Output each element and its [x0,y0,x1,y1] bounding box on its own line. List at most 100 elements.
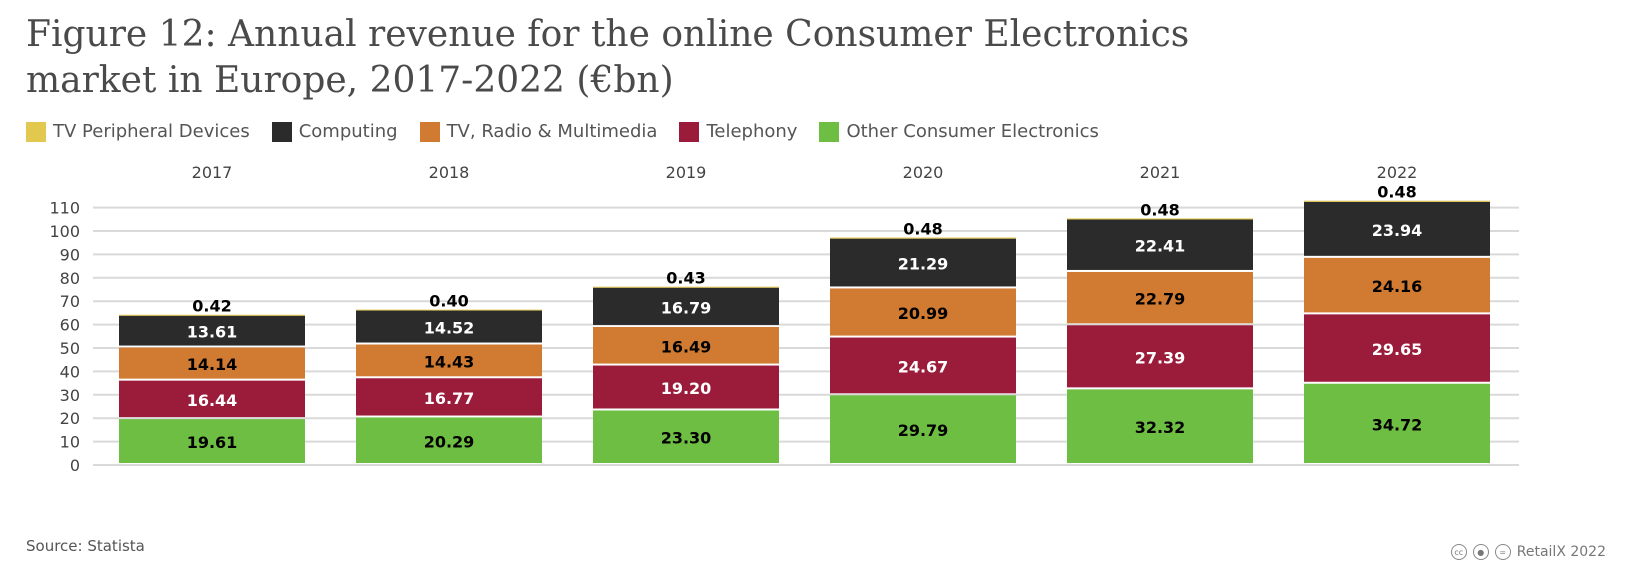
bar-segment [356,309,542,311]
attribution-icon: ● [1472,544,1489,560]
data-label: 16.49 [661,337,712,356]
category-label: 2020 [903,163,944,182]
data-label: 19.61 [187,433,238,452]
data-label: 0.43 [666,269,705,288]
bar-segment [356,310,542,343]
data-label: 32.32 [1135,418,1186,437]
bar-segment [593,365,779,409]
y-tick-label: 90 [60,245,80,264]
legend-swatch-tv-peripheral [26,121,46,142]
data-label: 27.39 [1135,348,1186,367]
data-label: 22.41 [1135,237,1186,256]
bar-segment [830,238,1016,287]
data-label: 20.99 [898,304,949,323]
legend-swatch-telephony [679,121,700,142]
y-tick-label: 10 [60,433,80,452]
data-label: 0.48 [1140,200,1179,219]
bar-segment [119,347,305,379]
data-label: 14.14 [187,355,238,374]
bar-segment [1067,325,1253,388]
bar-segment [830,288,1016,336]
bar-segment [356,417,542,463]
legend-label-telephony: Telephony [706,121,798,142]
y-tick-label: 100 [49,222,80,241]
bar-segment [1304,383,1490,463]
data-label: 0.48 [1377,183,1416,202]
creative-commons-icon: cc [1450,544,1467,560]
data-label: 24.16 [1372,277,1423,296]
legend-item-tv-peripheral: TV Peripheral Devices [26,121,250,142]
data-label: 0.48 [903,220,942,239]
data-label: 14.52 [424,319,475,338]
bar-segment [356,378,542,416]
y-tick-label: 80 [60,269,80,288]
bar-segment [1067,271,1253,324]
category-label: 2021 [1140,163,1181,182]
data-label: 21.29 [898,255,949,274]
data-label: 23.94 [1372,221,1423,240]
bar-segment [830,395,1016,463]
legend-item-tv-radio-multimedia: TV, Radio & Multimedia [419,121,658,142]
data-label: 20.29 [424,432,475,451]
legend-label-tv-radio-multimedia: TV, Radio & Multimedia [446,121,658,142]
category-label: 2022 [1377,163,1418,182]
bar-segment [1067,218,1253,220]
y-tick-label: 60 [60,316,80,335]
y-tick-label: 110 [49,199,80,218]
bar-segment [1304,201,1490,256]
data-label: 24.67 [898,357,949,376]
y-tick-label: 0 [70,456,80,475]
legend-swatch-tv-radio-multimedia [419,121,440,142]
legend-item-other-consumer-electronics: Other Consumer Electronics [819,121,1099,142]
bar-segment [119,314,305,316]
legend-label-tv-peripheral: TV Peripheral Devices [53,121,250,142]
bar-segment [119,315,305,346]
stacked-bar-chart: 0 10 20 30 40 50 60 70 80 90 100 110 2017 19.61 16.44… [49,163,1519,475]
labels-layer: 2017 19.61 16.44 14.14 13.61 0.42 2018 20.29 16.… [187,163,1423,452]
bar-segment [1067,389,1253,463]
legend-item-telephony: Telephony [679,121,797,142]
data-label: 34.72 [1372,415,1423,434]
chart-title-line-2: market in Europe, 2017-2022 (€bn) [26,60,674,101]
data-label: 16.79 [661,298,712,317]
y-tick-label: 50 [60,339,80,358]
category-label: 2017 [192,163,233,182]
y-tick-label: 70 [60,292,80,311]
legend-label-computing: Computing [298,121,398,142]
data-label: 29.79 [898,421,949,440]
bar-segment [1304,200,1490,202]
data-label: 16.77 [424,389,475,408]
bar-segment [1304,257,1490,313]
data-label: 0.42 [192,297,231,316]
category-label: 2018 [429,163,470,182]
bar-segment [1304,314,1490,382]
legend-label-other-consumer-electronics: Other Consumer Electronics [846,121,1099,142]
legend-swatch-other-consumer-electronics [819,121,840,142]
chart-legend: TV Peripheral Devices Computing TV, Radi… [26,121,1099,142]
credit-label: RetailX 2022 [1516,544,1606,560]
legend-swatch-computing [271,121,292,142]
chart-title: Figure 12: Annual revenue for the online… [26,12,1326,104]
data-label: 19.20 [661,379,712,398]
category-label: 2019 [666,163,707,182]
bar-segment [593,326,779,364]
bar-segment [830,237,1016,239]
data-label: 14.43 [424,352,475,371]
y-tick-label: 40 [60,362,80,381]
bar-segment [593,287,779,325]
chart-title-line-1: Figure 12: Annual revenue for the online… [26,14,1190,55]
data-label: 0.40 [429,292,468,311]
bar-segment [830,337,1016,394]
legend-item-computing: Computing [271,121,398,142]
bar-segment [356,344,542,377]
y-tick-label: 30 [60,386,80,405]
data-label: 16.44 [187,391,238,410]
grid-layer: 0 10 20 30 40 50 60 70 80 90 100 110 [49,199,1519,475]
y-tick-label: 20 [60,409,80,428]
bar-segment [119,380,305,418]
data-label: 22.79 [1135,290,1186,309]
bar-segment [119,419,305,463]
no-derivatives-icon: = [1494,544,1511,560]
bar-segment [1067,219,1253,270]
data-label: 13.61 [187,323,238,342]
